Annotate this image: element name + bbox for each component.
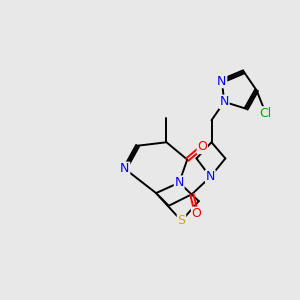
Text: N: N — [206, 170, 215, 183]
Text: N: N — [220, 95, 229, 108]
Text: N: N — [217, 74, 226, 88]
Text: Cl: Cl — [260, 107, 272, 120]
Text: N: N — [175, 176, 184, 189]
Text: S: S — [178, 214, 185, 227]
Text: O: O — [191, 207, 201, 220]
Text: O: O — [197, 140, 207, 153]
Text: N: N — [120, 162, 130, 175]
